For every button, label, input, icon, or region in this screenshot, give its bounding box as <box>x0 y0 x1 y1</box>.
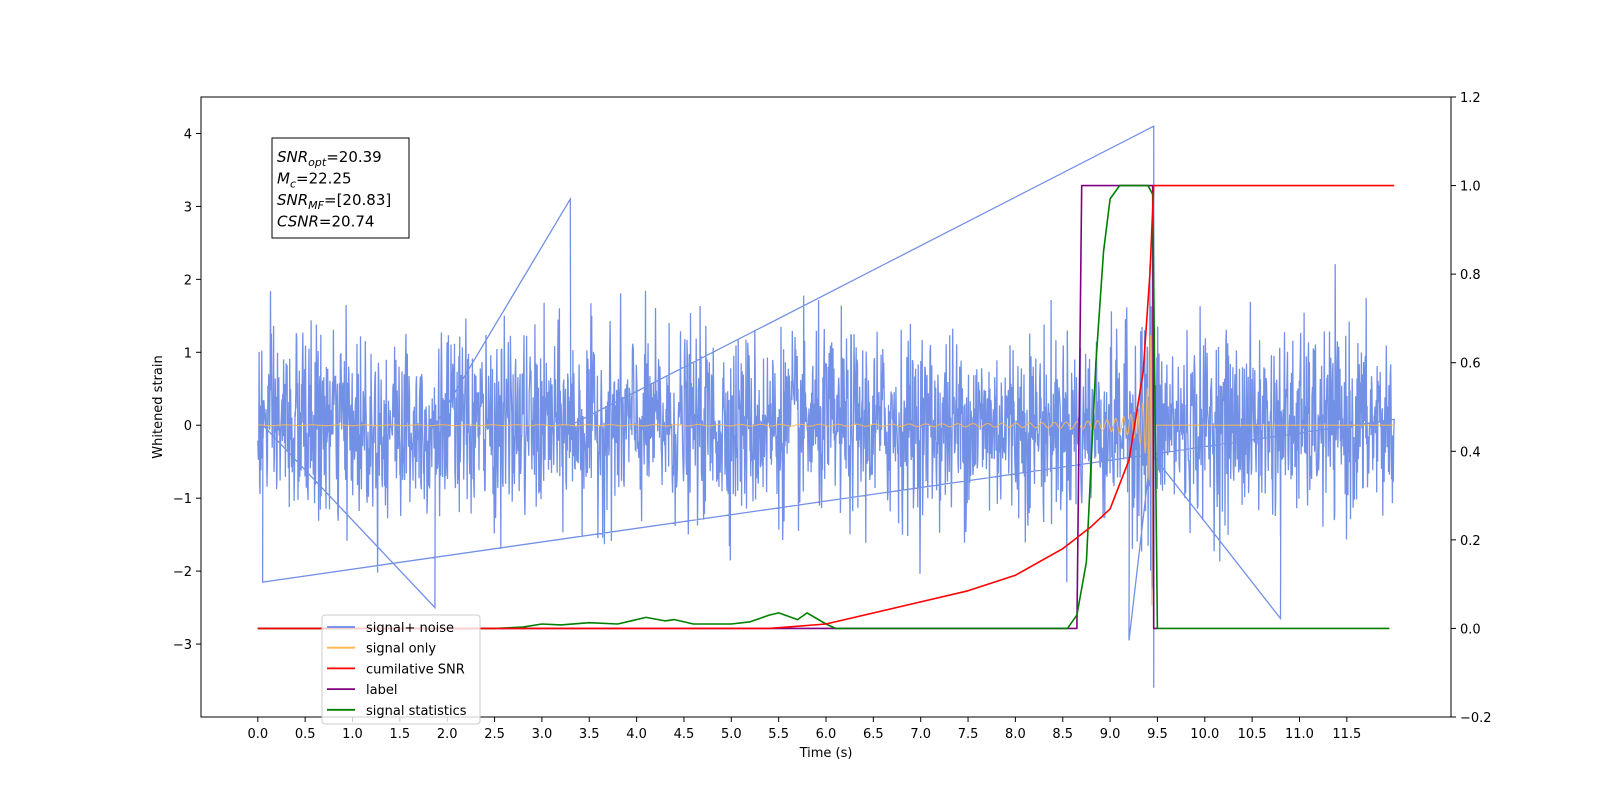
y-axis-right: −0.2 0.0 0.2 0.4 0.6 0.8 1.0 1.2 <box>1451 91 1492 726</box>
y-right-tick-label: 1.2 <box>1460 91 1481 106</box>
legend-label: cumilative SNR <box>366 662 465 677</box>
y-axis-left: −3 −2 −1 0 1 2 3 4 <box>173 127 201 653</box>
y-left-tick-label: 3 <box>184 200 192 215</box>
x-tick-label: 9.0 <box>1100 727 1121 742</box>
x-tick-label: 2.0 <box>437 727 458 742</box>
x-axis-label: Time (s) <box>799 746 853 761</box>
x-tick-label: 8.0 <box>1005 727 1026 742</box>
x-tick-label: 0.5 <box>295 727 316 742</box>
x-tick-label: 0.0 <box>247 727 268 742</box>
y-left-tick-label: −1 <box>173 492 192 507</box>
legend-label: signal only <box>366 642 436 657</box>
y-axis-label: Whitened strain <box>151 355 166 458</box>
x-tick-label: 5.0 <box>721 727 742 742</box>
x-tick-label: 9.5 <box>1147 727 1168 742</box>
y-right-tick-label: 0.4 <box>1460 445 1481 460</box>
series-cumulative-snr <box>257 184 1395 630</box>
series-layer <box>257 125 1395 688</box>
annotation-line: CSNR=20.74 <box>277 213 374 231</box>
series-signal-noise <box>257 125 1395 688</box>
x-tick-label: 1.5 <box>390 727 411 742</box>
x-tick-label: 1.0 <box>342 727 363 742</box>
annotation-line: SNRopt=20.39 <box>277 148 382 169</box>
x-tick-label: 8.5 <box>1052 727 1073 742</box>
x-tick-label: 7.5 <box>958 727 979 742</box>
legend-label: signal+ noise <box>366 621 454 636</box>
annotation-line: SNRMF=[20.83] <box>277 191 391 212</box>
y-right-tick-label: 0.0 <box>1460 622 1481 637</box>
y-left-tick-label: 1 <box>184 346 192 361</box>
x-tick-label: 10.0 <box>1190 727 1219 742</box>
legend-label: label <box>366 683 397 698</box>
legend: signal+ noise signal only cumilative SNR la… <box>321 614 481 725</box>
y-right-tick-label: 1.0 <box>1460 180 1481 195</box>
y-right-tick-label: 0.8 <box>1460 268 1481 283</box>
y-left-tick-label: 0 <box>184 419 192 434</box>
y-left-tick-label: 4 <box>184 127 192 142</box>
x-tick-label: 4.5 <box>674 727 695 742</box>
snr-annotation-box: SNRopt=20.39Mc=22.25SNRMF=[20.83]CSNR=20… <box>271 137 410 239</box>
x-tick-label: 4.0 <box>626 727 647 742</box>
x-tick-label: 11.5 <box>1332 727 1361 742</box>
series-signal-only <box>257 233 1395 606</box>
legend-frame <box>321 614 481 725</box>
series-signal-statistics <box>257 184 1390 630</box>
x-axis: 0.0 0.5 1.0 1.5 2.0 2.5 3.0 3.5 4.0 4.5 5.0 5.5 6.0 6… <box>247 717 1361 742</box>
x-tick-label: 2.5 <box>484 727 505 742</box>
y-right-tick-label: 0.6 <box>1460 357 1481 372</box>
y-right-tick-label: −0.2 <box>1460 711 1492 726</box>
y-right-tick-label: 0.2 <box>1460 534 1481 549</box>
x-tick-label: 5.5 <box>768 727 789 742</box>
y-left-tick-label: −2 <box>173 565 192 580</box>
x-tick-label: 6.0 <box>816 727 837 742</box>
annotation-line: Mc=22.25 <box>277 170 352 191</box>
x-tick-label: 7.0 <box>910 727 931 742</box>
x-tick-label: 3.0 <box>532 727 553 742</box>
x-tick-label: 6.5 <box>863 727 884 742</box>
y-left-tick-label: 2 <box>184 273 192 288</box>
x-tick-label: 10.5 <box>1238 727 1267 742</box>
x-tick-label: 3.5 <box>579 727 600 742</box>
y-left-tick-label: −3 <box>173 638 192 653</box>
legend-label: signal statistics <box>366 704 467 719</box>
x-tick-label: 11.0 <box>1285 727 1314 742</box>
